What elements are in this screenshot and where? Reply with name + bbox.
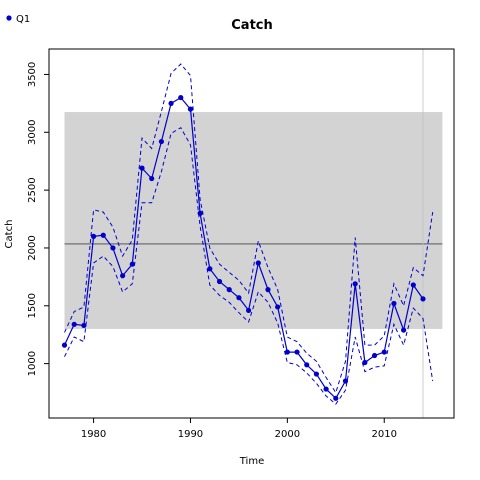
data-point xyxy=(207,266,213,272)
data-point xyxy=(275,304,281,310)
data-point xyxy=(149,175,155,182)
data-point xyxy=(410,282,416,288)
data-point xyxy=(420,296,426,302)
data-point xyxy=(245,307,252,314)
chart-title: Catch xyxy=(231,18,273,33)
data-point xyxy=(236,295,242,301)
data-point xyxy=(294,349,300,355)
y-tick-label: 3000 xyxy=(27,120,38,145)
data-point xyxy=(197,210,203,216)
data-point xyxy=(61,342,68,348)
data-point xyxy=(371,352,378,359)
data-point xyxy=(391,300,397,307)
reference-line-layer xyxy=(64,49,443,418)
data-point xyxy=(304,362,310,368)
range-band xyxy=(64,112,443,329)
confidence-interval-layer xyxy=(64,63,434,405)
data-point xyxy=(110,245,116,251)
data-point xyxy=(313,371,320,377)
upper-bound-line xyxy=(64,63,434,394)
plot-frame xyxy=(48,48,455,419)
data-point xyxy=(401,327,407,333)
data-point xyxy=(90,233,97,239)
axes-layer: 1980 1990 2000 2010 1000 1500 2000 2500 3000 3500 xyxy=(27,48,455,440)
x-tick-label: 1990 xyxy=(178,429,203,440)
y-tick-label: 2000 xyxy=(27,235,38,260)
legend-label-q1: Q1 xyxy=(16,14,30,25)
y-tick-label: 2500 xyxy=(27,177,38,202)
y-tick-label: 1500 xyxy=(27,293,38,318)
y-tick-label: 3500 xyxy=(27,62,38,87)
data-point xyxy=(71,321,77,327)
legend: Q1 xyxy=(6,14,30,25)
data-point xyxy=(100,232,106,238)
data-point xyxy=(139,165,145,171)
data-point xyxy=(381,349,387,355)
data-point xyxy=(333,395,339,401)
data-point xyxy=(226,287,232,293)
data-point xyxy=(81,322,87,329)
data-point xyxy=(284,349,290,355)
data-point xyxy=(187,106,194,112)
x-tick-label: 1980 xyxy=(81,429,106,440)
data-point xyxy=(129,261,135,267)
data-point xyxy=(265,287,271,293)
lower-bound-line xyxy=(64,127,434,405)
data-point xyxy=(352,281,358,287)
data-point xyxy=(168,100,174,106)
data-point xyxy=(120,273,126,279)
series-layer xyxy=(61,94,426,401)
data-point xyxy=(216,278,223,285)
y-tick-label: 1000 xyxy=(27,351,38,376)
data-point xyxy=(362,359,368,366)
y-axis-label: Catch xyxy=(4,220,15,249)
x-tick-label: 2010 xyxy=(372,429,397,440)
range-band-layer xyxy=(64,112,443,329)
data-point xyxy=(158,138,164,145)
data-point xyxy=(255,260,261,266)
data-point xyxy=(342,378,349,384)
data-point xyxy=(178,94,184,101)
x-axis-label: Time xyxy=(239,456,264,467)
legend-marker-q1 xyxy=(6,15,12,21)
x-tick-label: 2000 xyxy=(275,429,300,440)
data-point xyxy=(323,386,329,392)
